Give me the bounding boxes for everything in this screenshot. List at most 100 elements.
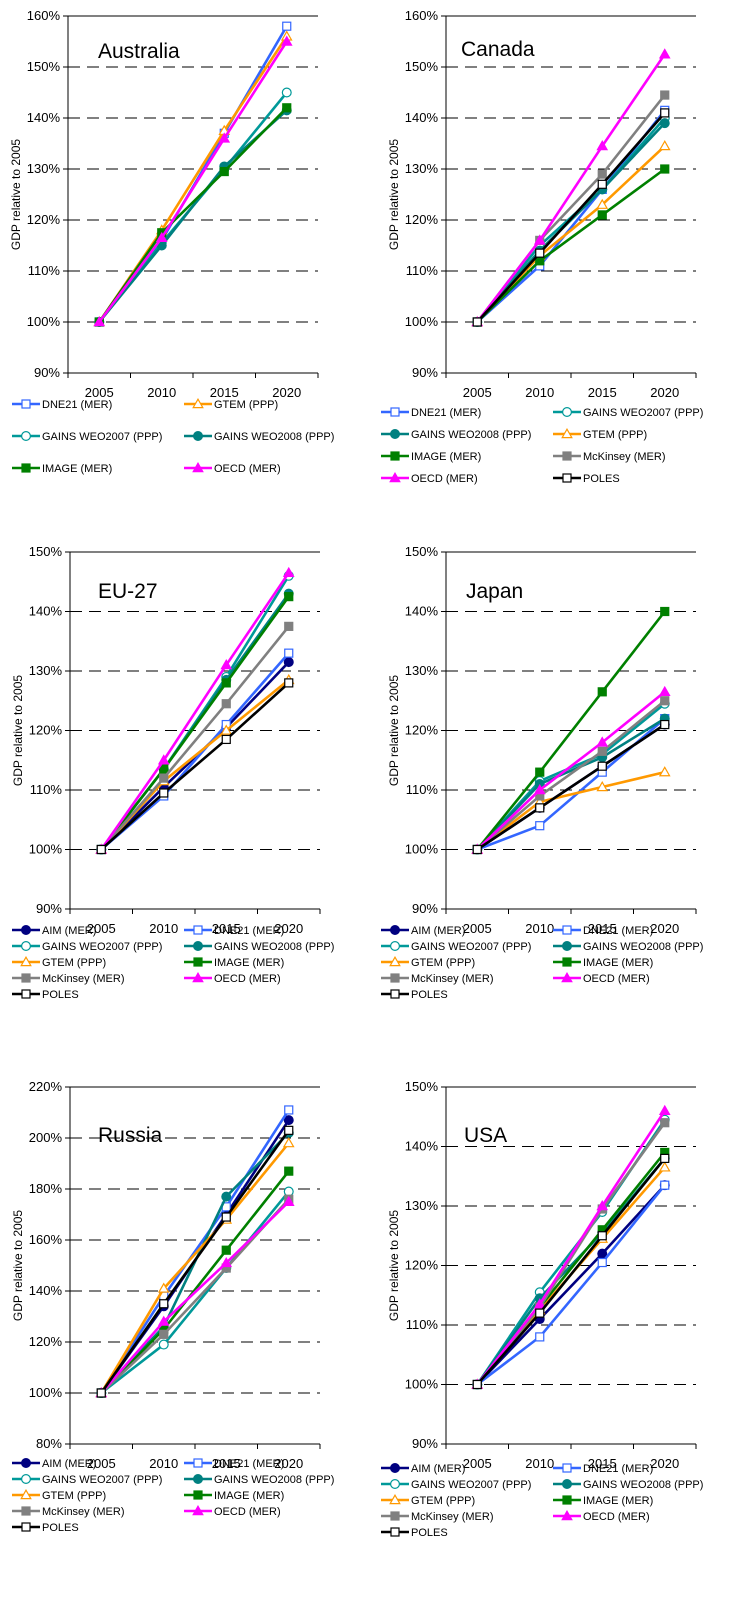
series-line [98,25,288,323]
data-point [472,1379,482,1390]
data-point [282,1137,295,1148]
data-point [597,1257,607,1268]
y-tick-label: 130% [29,663,63,678]
legend-label: GAINS WEO2007 (PPP) [411,941,531,953]
data-point [533,783,546,795]
chart-title: Japan [466,580,523,603]
data-point [535,803,545,813]
data-point [284,1125,294,1135]
legend-marker [562,957,572,967]
y-tick-label: 100% [29,842,63,857]
legend-item-image-mer: IMAGE (MER) [553,957,653,969]
x-tick-label: 2015 [210,385,239,400]
legend-marker [21,463,31,473]
y-tick-label: 90% [412,1436,438,1451]
data-point [535,821,545,831]
legend: AIM (MER) DNE21 (MER) GAINS WEO2007 (PPP) G… [12,1458,334,1534]
legend-label: OECD (MER) [214,463,281,475]
legend-marker [192,461,204,473]
legend-marker [390,941,401,952]
series-line [476,1110,666,1386]
legend-item-gains-weo2007-ppp: GAINS WEO2007 (PPP) [12,1474,162,1486]
data-point [533,234,546,245]
legend-item-image-mer: IMAGE (MER) [553,1495,653,1507]
legend-marker [193,431,204,442]
y-tick-label: 180% [29,1181,63,1196]
y-axis-label: GDP relative to 2005 [9,139,23,251]
legend-label: McKinsey (MER) [42,1506,125,1518]
legend-item-oecd-mer: OECD (MER) [184,1504,281,1518]
data-point [597,687,607,697]
data-point [596,781,609,792]
y-tick-label: 90% [34,365,60,380]
data-point [281,87,292,98]
x-tick-label: 2020 [272,385,301,400]
legend-item-gains-weo2007-ppp: GAINS WEO2007 (PPP) [553,407,703,419]
legend-marker [21,925,32,936]
y-tick-label: 140% [27,110,61,125]
data-point [280,35,293,46]
legend-item-aim-mer: AIM (MER) [381,1463,465,1475]
legend-label: DNE21 (MER) [583,925,653,937]
series-poles [472,1153,670,1390]
data-point [220,659,233,670]
series-line [476,610,666,851]
legend-marker [562,1495,572,1505]
legend-marker [192,971,204,983]
x-tick-label: 2015 [212,1456,241,1471]
legend-item-gains-weo2007-ppp: GAINS WEO2007 (PPP) [381,1479,531,1491]
y-tick-label: 110% [406,1317,439,1332]
legend-marker [390,429,401,440]
x-ticks: 2005 2010 2015 2020 [69,909,321,936]
y-axis-label: GDP relative to 2005 [11,1210,25,1322]
data-point [159,1329,169,1339]
legend-marker [21,1474,32,1485]
gridlines: 90% 100% 110% 120% 130% 140% 150% [405,544,696,916]
data-point [597,1231,607,1241]
series-line [476,770,666,851]
y-tick-label: 90% [36,901,62,916]
legend-marker [390,407,400,417]
data-point [221,678,231,688]
legend-item-poles: POLES [12,1522,79,1534]
legend-label: AIM (MER) [42,1458,96,1470]
legend-label: GTEM (PPP) [583,429,647,441]
x-tick-label: 2015 [212,921,241,936]
legend-item-aim-mer: AIM (MER) [12,1458,96,1470]
legend-marker [20,1488,32,1500]
data-point [283,657,294,668]
y-tick-label: 100% [29,1385,63,1400]
legend-item-dne21-mer: DNE21 (MER) [553,925,653,937]
data-point [220,724,233,735]
data-point [472,317,482,327]
x-tick-label: 2015 [588,921,617,936]
series-image-mer [472,164,670,327]
legend-item-oecd-mer: OECD (MER) [184,971,281,985]
legend-marker [389,471,401,483]
data-point [659,118,670,129]
y-tick-label: 160% [405,8,439,23]
legend-marker [21,399,31,409]
data-point [660,696,670,706]
x-tick-label: 2020 [650,921,679,936]
x-ticks: 2005 2010 2015 2020 [67,373,319,400]
legend-label: OECD (MER) [214,1506,281,1518]
y-tick-label: 90% [412,901,438,916]
x-tick-label: 2010 [149,1456,178,1471]
y-tick-label: 120% [405,1258,439,1273]
y-tick-label: 120% [29,723,63,738]
legend-marker [390,1527,400,1537]
gridlines: 90% 100% 110% 120% 130% 140% 150% [405,1079,696,1451]
chart-japan: 90%100%110%120%130%140%150%2005 2010 2015 2… [381,544,703,1001]
x-tick-label: 2020 [274,921,303,936]
data-point [658,766,671,777]
data-point [282,1195,295,1206]
y-axis-label: GDP relative to 2005 [387,139,401,251]
y-tick-label: 100% [27,314,61,329]
chart-title: EU-27 [98,580,158,603]
legend-marker [192,397,204,409]
legend-marker [562,1463,572,1473]
legend-label: DNE21 (MER) [214,925,284,937]
gridlines: 90% 100% 110% 120% 130% 140% 150% [29,544,320,916]
